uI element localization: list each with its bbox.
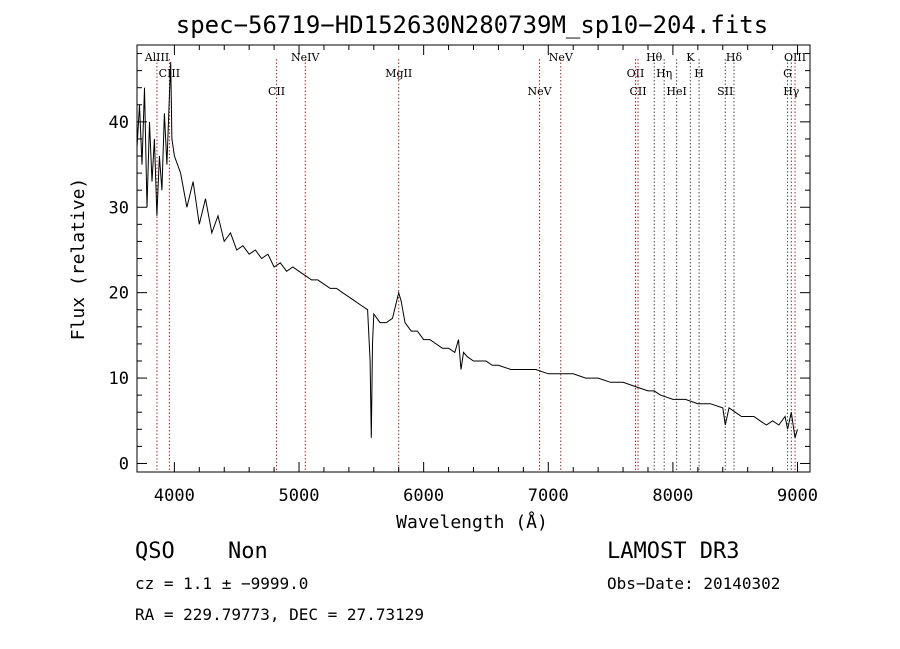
emission-line-label: OIII [784, 51, 806, 64]
x-tick-label: 6000 [403, 486, 444, 506]
emission-line-label: NeV [528, 85, 553, 98]
chart-title: spec−56719−HD152630N280739M_sp10−204.fit… [176, 11, 768, 39]
absorption-line-label: Hη [656, 67, 672, 80]
x-tick-label: 7000 [528, 486, 569, 506]
x-tick-label: 9000 [777, 486, 818, 506]
y-axis-label: Flux (relative) [68, 178, 89, 341]
absorption-line-label: G [783, 67, 792, 80]
observation-date: Obs−Date: 20140302 [607, 574, 780, 593]
absorption-line-label: Hγ [783, 85, 800, 98]
emission-line-label: OII [627, 67, 645, 80]
absorption-line-label: Hθ [646, 51, 663, 64]
emission-line-label: NeV [549, 51, 574, 64]
y-tick-label: 20 [109, 284, 129, 304]
absorption-line-label: HeI [666, 85, 686, 98]
emission-line-label: NeIV [291, 51, 320, 64]
object-class: QSO [135, 539, 175, 564]
x-tick-label: 8000 [652, 486, 693, 506]
absorption-line-label: K [686, 51, 695, 64]
plot-frame [136, 44, 811, 473]
absorption-line-label: Hδ [726, 51, 743, 64]
spectrum-line [136, 62, 798, 438]
emission-line-label: MgII [385, 67, 412, 80]
absorption-line-label: SII [717, 85, 733, 98]
emission-line-label: AlIII [144, 51, 170, 64]
emission-line-label: CII [268, 85, 285, 98]
y-tick-label: 30 [109, 198, 129, 218]
emission-line-label: CIII [159, 67, 180, 80]
y-tick-label: 0 [119, 454, 129, 474]
x-tick-label: 5000 [279, 486, 320, 506]
line-markers: AlIII CIII CII NeIV MgII NeV NeV OII CII OIII Hθ Hη… [144, 51, 806, 472]
emission-line-label: CII [629, 85, 646, 98]
y-tick-label: 40 [109, 113, 129, 133]
x-axis-label: Wavelength (Å) [396, 511, 548, 533]
coordinates: RA = 229.79773, DEC = 27.73129 [135, 605, 424, 624]
y-tick-label: 10 [109, 369, 129, 389]
absorption-line-label: H [694, 67, 704, 80]
object-subclass: Non [228, 539, 268, 564]
x-tick-label: 4000 [154, 486, 195, 506]
survey-name: LAMOST DR3 [607, 539, 739, 564]
redshift-cz: cz = 1.1 ± −9999.0 [135, 574, 308, 593]
axis-ticks: 4000 5000 6000 7000 8000 9000 0 10 20 30 40 [109, 45, 818, 506]
